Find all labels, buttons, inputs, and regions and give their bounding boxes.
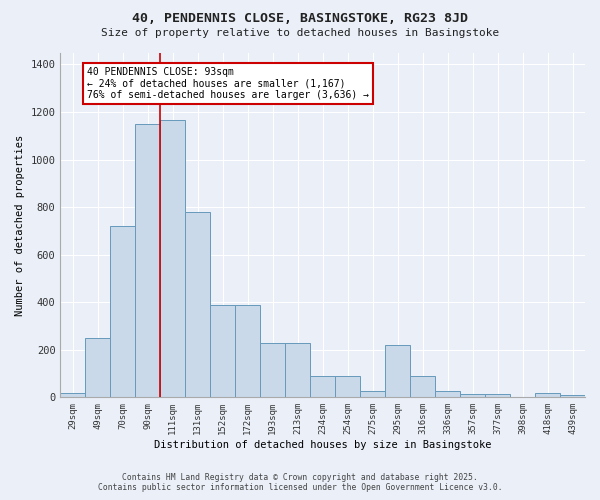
Bar: [560, 395, 585, 398]
Bar: [335, 376, 360, 398]
Bar: [360, 390, 385, 398]
Bar: [435, 390, 460, 398]
Bar: [485, 394, 510, 398]
Bar: [61, 392, 85, 398]
Bar: [535, 392, 560, 398]
Bar: [85, 338, 110, 398]
Y-axis label: Number of detached properties: Number of detached properties: [15, 134, 25, 316]
Bar: [285, 343, 310, 398]
Text: 40 PENDENNIS CLOSE: 93sqm
← 24% of detached houses are smaller (1,167)
76% of se: 40 PENDENNIS CLOSE: 93sqm ← 24% of detac…: [86, 67, 368, 100]
Text: Contains HM Land Registry data © Crown copyright and database right 2025.
Contai: Contains HM Land Registry data © Crown c…: [98, 473, 502, 492]
Bar: [136, 124, 160, 398]
Bar: [160, 120, 185, 398]
X-axis label: Distribution of detached houses by size in Basingstoke: Distribution of detached houses by size …: [154, 440, 491, 450]
Bar: [235, 304, 260, 398]
Bar: [410, 376, 435, 398]
Text: 40, PENDENNIS CLOSE, BASINGSTOKE, RG23 8JD: 40, PENDENNIS CLOSE, BASINGSTOKE, RG23 8…: [132, 12, 468, 26]
Bar: [260, 343, 285, 398]
Text: Size of property relative to detached houses in Basingstoke: Size of property relative to detached ho…: [101, 28, 499, 38]
Bar: [385, 345, 410, 398]
Bar: [185, 212, 210, 398]
Bar: [310, 376, 335, 398]
Bar: [110, 226, 136, 398]
Bar: [210, 304, 235, 398]
Bar: [460, 394, 485, 398]
